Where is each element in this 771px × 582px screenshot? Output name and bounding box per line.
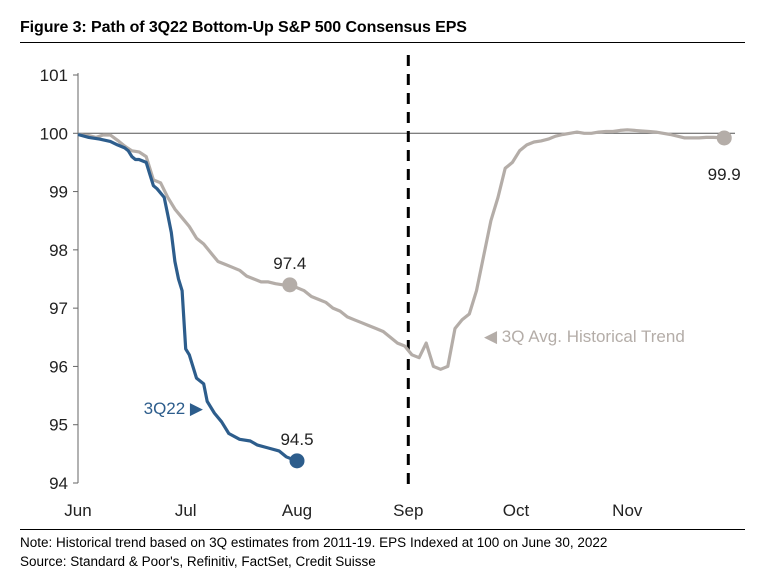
y-axis-ticks: 94 95 96 97 98 99 100 101 bbox=[40, 66, 78, 493]
title-rule bbox=[20, 42, 745, 43]
y-tick-label: 100 bbox=[40, 124, 68, 143]
series-label-historical-trend: ◀ 3Q Avg. Historical Trend bbox=[484, 327, 685, 346]
point-markers bbox=[282, 130, 732, 469]
note-text: Note: Historical trend based on 3Q estim… bbox=[20, 535, 608, 550]
x-axis-ticks: Jun Jul Aug Sep Oct Nov bbox=[64, 501, 643, 520]
footer-rule bbox=[20, 529, 745, 530]
series-labels: 94.5 97.4 99.9 3Q22 ▶ ◀ 3Q Avg. Historical T… bbox=[144, 165, 741, 449]
y-tick-label: 96 bbox=[49, 357, 68, 376]
point-label: 97.4 bbox=[273, 254, 306, 273]
series-line-historical-trend bbox=[77, 128, 725, 371]
y-tick-label: 98 bbox=[49, 241, 68, 260]
point-marker bbox=[282, 277, 298, 293]
y-tick-label: 99 bbox=[49, 183, 68, 202]
x-tick-label: Nov bbox=[612, 501, 643, 520]
point-marker bbox=[716, 130, 732, 146]
x-tick-label: Oct bbox=[503, 501, 530, 520]
point-label: 94.5 bbox=[280, 430, 313, 449]
source-text: Source: Standard & Poor's, Refinitiv, Fa… bbox=[20, 554, 376, 569]
point-label: 99.9 bbox=[708, 165, 741, 184]
x-tick-label: Jun bbox=[64, 501, 91, 520]
x-tick-label: Sep bbox=[393, 501, 423, 520]
series-line-3q22 bbox=[77, 132, 298, 463]
y-tick-label: 97 bbox=[49, 299, 68, 318]
chart-title: Figure 3: Path of 3Q22 Bottom-Up S&P 500… bbox=[20, 19, 467, 36]
point-marker bbox=[289, 453, 305, 469]
y-tick-label: 101 bbox=[40, 66, 68, 85]
y-tick-label: 95 bbox=[49, 416, 68, 435]
y-tick-label: 94 bbox=[49, 474, 68, 493]
chart-svg: 94 95 96 97 98 99 100 101 Jun Jul Aug Sep Oct Nov 94… bbox=[40, 55, 741, 520]
x-tick-label: Aug bbox=[282, 501, 312, 520]
x-tick-label: Jul bbox=[175, 501, 197, 520]
series-label-3q22: 3Q22 ▶ bbox=[144, 399, 204, 418]
